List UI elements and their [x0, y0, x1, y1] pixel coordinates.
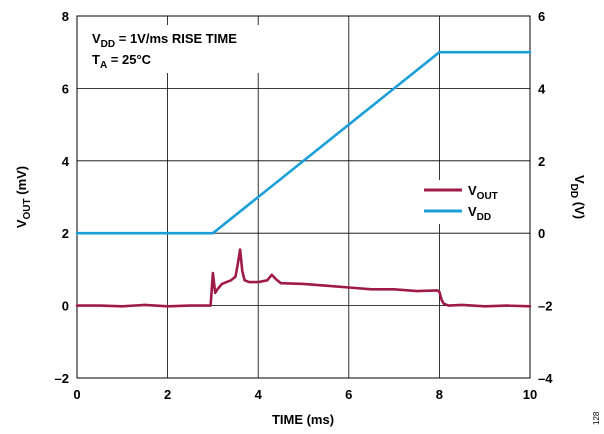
x-tick-label: 10	[523, 387, 537, 402]
annotation-rise-time: VDD = 1V/ms RISE TIME	[92, 31, 237, 50]
legend: VOUT VDD	[420, 180, 516, 224]
right-tick-labels: –4 –2 0 2 4 6	[538, 9, 553, 386]
x-tick-label: 8	[436, 387, 443, 402]
left-tick-label: 8	[62, 9, 69, 24]
right-tick-label: –4	[538, 371, 553, 386]
x-tick-labels: 0 2 4 6 8 10	[73, 387, 537, 402]
right-tick-label: 2	[538, 154, 545, 169]
x-axis-title: TIME (ms)	[272, 412, 334, 427]
left-tick-label: 6	[62, 81, 69, 96]
x-tick-label: 4	[255, 387, 263, 402]
x-tick-label: 0	[73, 387, 80, 402]
right-axis-title: VDD (V)	[568, 175, 587, 219]
left-axis-title: VOUT (mV)	[14, 166, 33, 228]
figure-number: 128	[592, 411, 601, 425]
x-tick-label: 6	[345, 387, 352, 402]
legend-label-vout: VOUT	[468, 183, 498, 202]
left-tick-label: 2	[62, 226, 69, 241]
left-tick-label: 4	[62, 154, 70, 169]
series-line-vdd	[75, 50, 532, 235]
right-tick-label: 0	[538, 226, 545, 241]
annotation-box: VDD = 1V/ms RISE TIME TA = 25°C	[85, 25, 265, 73]
left-tick-label: –2	[55, 371, 69, 386]
right-tick-label: 4	[538, 81, 546, 96]
series-line-vout	[75, 248, 532, 308]
x-tick-label: 2	[164, 387, 171, 402]
plot-area	[76, 15, 531, 379]
left-tick-labels: –2 0 2 4 6 8	[55, 9, 70, 386]
series-lines	[75, 50, 532, 308]
left-tick-label: 0	[62, 299, 69, 314]
right-tick-label: –2	[538, 299, 552, 314]
legend-label-vdd: VDD	[468, 204, 491, 223]
annotation-temperature: TA = 25°C	[92, 52, 152, 71]
right-tick-label: 6	[538, 9, 545, 24]
